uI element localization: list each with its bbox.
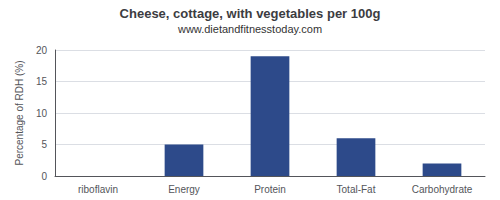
svg-text:15: 15	[36, 76, 48, 87]
svg-text:Protein: Protein	[254, 184, 286, 195]
svg-text:Carbohydrate: Carbohydrate	[412, 184, 473, 195]
svg-text:Energy: Energy	[168, 184, 200, 195]
svg-text:Cheese, cottage, with vegetabl: Cheese, cottage, with vegetables per 100…	[120, 6, 381, 21]
svg-text:Percentage of RDH (%): Percentage of RDH (%)	[14, 60, 25, 165]
svg-text:www.dietandfitnesstoday.com: www.dietandfitnesstoday.com	[177, 23, 322, 35]
svg-text:5: 5	[41, 139, 47, 150]
svg-text:riboflavin: riboflavin	[78, 184, 118, 195]
svg-text:0: 0	[41, 171, 47, 182]
svg-text:20: 20	[36, 45, 48, 56]
svg-text:Total-Fat: Total-Fat	[337, 184, 376, 195]
svg-text:10: 10	[36, 108, 48, 119]
